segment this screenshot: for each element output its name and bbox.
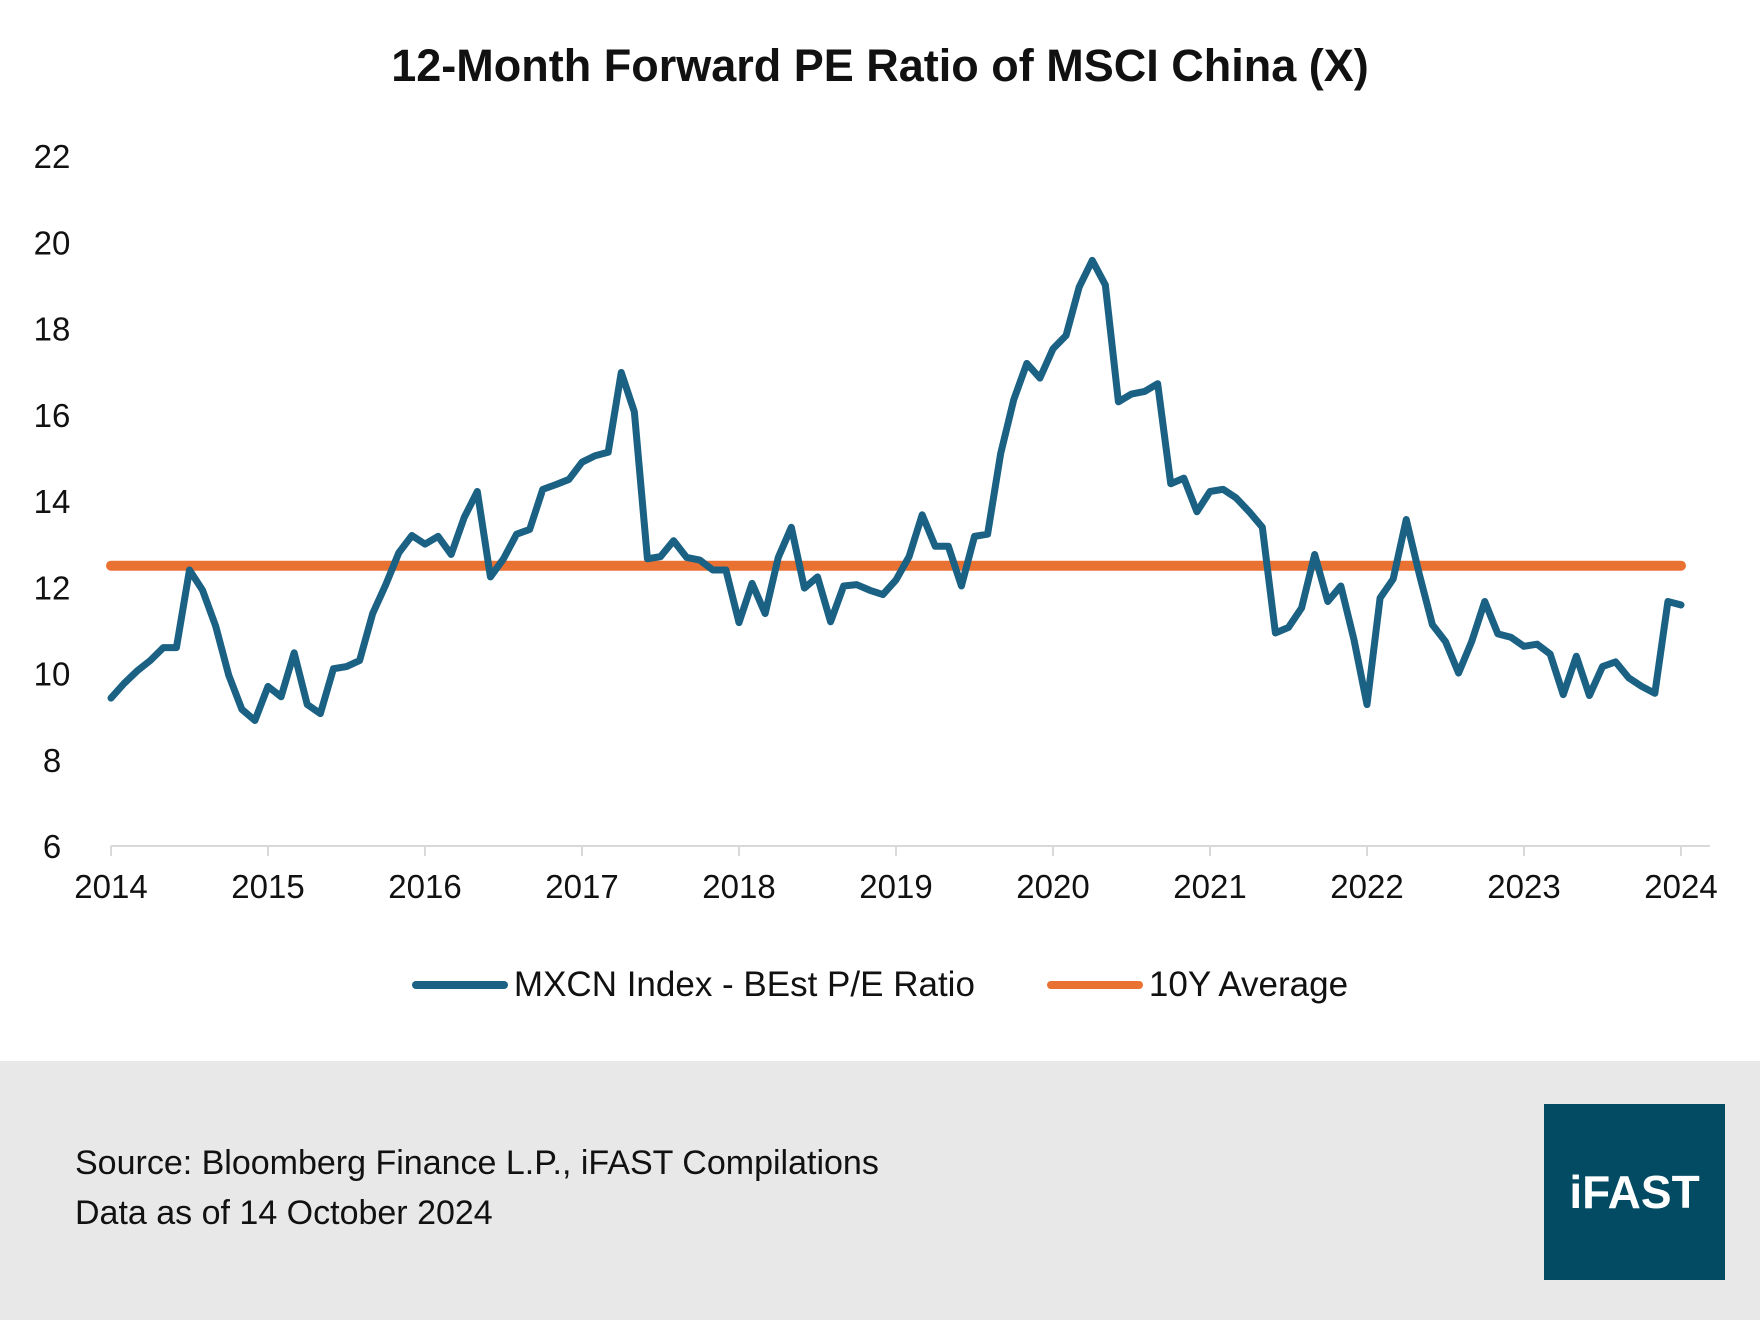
legend: MXCN Index - BEst P/E Ratio 10Y Average: [0, 965, 1760, 1005]
x-tick-label: 2024: [1644, 868, 1717, 905]
x-tick-label: 2019: [859, 868, 932, 905]
legend-swatch-10y-average: [1046, 981, 1143, 989]
legend-swatch-pe-ratio: [411, 981, 508, 989]
legend-label-pe-ratio: MXCN Index - BEst P/E Ratio: [513, 965, 975, 1004]
ifast-logo: iFAST: [1544, 1104, 1725, 1280]
pe-ratio-line: [107, 256, 1685, 725]
source-text: Source: Bloomberg Finance L.P., iFAST Co…: [75, 1144, 879, 1182]
legend-item-10y-average: 10Y Average: [1046, 965, 1349, 1005]
x-tick-label: 2018: [702, 868, 775, 905]
data-date-text: Data as of 14 October 2024: [75, 1194, 493, 1232]
y-tick-label: 10: [34, 656, 71, 693]
y-tick-label: 12: [34, 569, 71, 606]
y-tick-label: 14: [34, 483, 71, 520]
y-tick-label: 16: [34, 397, 71, 434]
y-tick-label: 20: [34, 224, 71, 261]
x-tick-label: 2022: [1330, 868, 1403, 905]
y-tick-label: 22: [34, 138, 71, 175]
legend-item-pe-ratio: MXCN Index - BEst P/E Ratio: [411, 965, 975, 1005]
footer: Source: Bloomberg Finance L.P., iFAST Co…: [0, 1061, 1760, 1320]
y-tick-label: 18: [34, 311, 71, 348]
y-tick-label: 8: [43, 742, 61, 779]
x-tick-label: 2014: [74, 868, 147, 905]
x-tick-label: 2015: [231, 868, 304, 905]
x-tick-label: 2021: [1173, 868, 1246, 905]
line-chart: 2014 2015 2016 2017 2018 2019 2020 2021 2022 2023…: [34, 138, 1718, 905]
chart-title: 12-Month Forward PE Ratio of MSCI China …: [391, 40, 1369, 91]
x-tick-label: 2020: [1016, 868, 1089, 905]
y-tick-label: 6: [43, 828, 61, 865]
x-tick-label: 2016: [388, 868, 461, 905]
legend-label-10y-average: 10Y Average: [1148, 965, 1349, 1004]
x-tick-label: 2017: [545, 868, 618, 905]
x-tick-label: 2023: [1487, 868, 1560, 905]
